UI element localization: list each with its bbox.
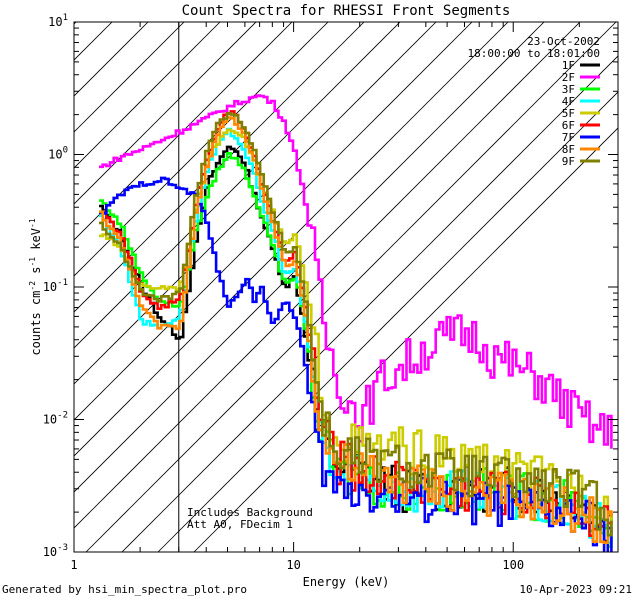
hatch-line xyxy=(157,91,618,552)
hatched-region xyxy=(74,22,618,552)
y-axis-label: counts cm-2 s-1 keV-1 xyxy=(28,218,43,355)
series-layer xyxy=(99,94,613,552)
chart-title: Count Spectra for RHESSI Front Segments xyxy=(182,3,511,19)
hatch-line xyxy=(74,22,329,277)
hatch-line xyxy=(74,22,149,97)
hatch-line xyxy=(74,22,113,61)
legend-label-3F: 3F xyxy=(562,83,575,96)
legend-label-8F: 8F xyxy=(562,143,575,156)
x-tick-label: 10 xyxy=(286,558,300,572)
series-line-2F xyxy=(99,94,613,449)
hatch-line xyxy=(74,22,77,25)
legend-label-7F: 7F xyxy=(562,131,575,144)
hatch-line xyxy=(85,22,617,552)
legend-label-4F: 4F xyxy=(562,95,575,108)
timestamp-label: 10-Apr-2023 09:21 xyxy=(519,583,632,596)
hatch-line xyxy=(74,22,509,457)
hatch-line xyxy=(74,22,293,241)
y-tick-label: 10-2 xyxy=(43,411,68,427)
date-label: 23-Oct-2002 xyxy=(527,35,600,48)
hatch-line xyxy=(121,55,618,552)
hatch-line xyxy=(193,127,618,552)
legend-label-9F: 9F xyxy=(562,155,575,168)
x-tick-label: 100 xyxy=(502,558,524,572)
axes: 1 10 100 101 100 10-1 10-2 10-3 xyxy=(43,13,619,572)
hatch-line xyxy=(74,22,221,169)
hatch-line xyxy=(74,22,581,529)
generated-by-label: Generated by hsi_min_spectra_plot.pro xyxy=(2,583,248,596)
hatch-line xyxy=(74,22,401,349)
hatch-line xyxy=(74,22,473,421)
note-attenuator: Att A0, FDecim 1 xyxy=(187,518,293,531)
legend-label-6F: 6F xyxy=(562,119,575,132)
y-tick-label: 10-3 xyxy=(43,543,68,559)
x-tick-label: 1 xyxy=(70,558,77,572)
hatch-line xyxy=(74,22,257,205)
y-tick-label: 101 xyxy=(48,13,68,29)
x-axis-label: Energy (keV) xyxy=(303,575,390,589)
y-tick-label: 10-1 xyxy=(43,278,68,294)
legend-label-2F: 2F xyxy=(562,71,575,84)
series-line-9F xyxy=(99,112,613,537)
hatch-line xyxy=(74,22,365,313)
time-range-label: 18:00:00 to 18:01:00 xyxy=(468,47,600,60)
legend-label-5F: 5F xyxy=(562,107,575,120)
legend-label-1F: 1F xyxy=(562,59,575,72)
hatch-line xyxy=(74,22,185,133)
y-tick-label: 100 xyxy=(48,146,68,162)
note-background: Includes Background xyxy=(187,506,313,519)
